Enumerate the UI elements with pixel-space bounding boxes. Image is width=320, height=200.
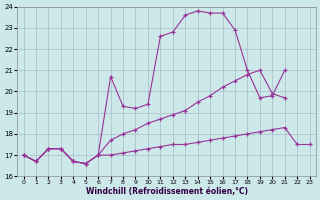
X-axis label: Windchill (Refroidissement éolien,°C): Windchill (Refroidissement éolien,°C) xyxy=(85,187,248,196)
